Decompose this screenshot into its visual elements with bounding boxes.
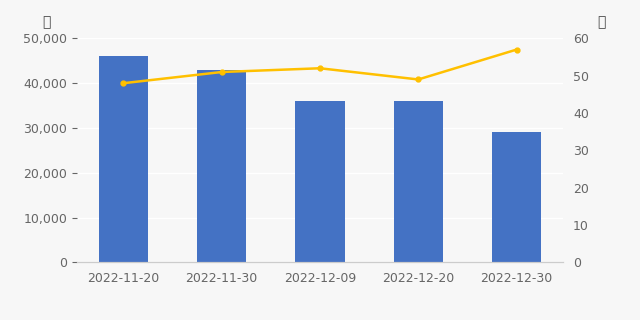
Bar [394,101,443,262]
Bar [197,70,246,262]
Bar [296,101,344,262]
Bar [492,132,541,262]
Text: 元: 元 [597,15,605,29]
Bar [99,56,148,262]
Text: 户: 户 [43,15,51,29]
